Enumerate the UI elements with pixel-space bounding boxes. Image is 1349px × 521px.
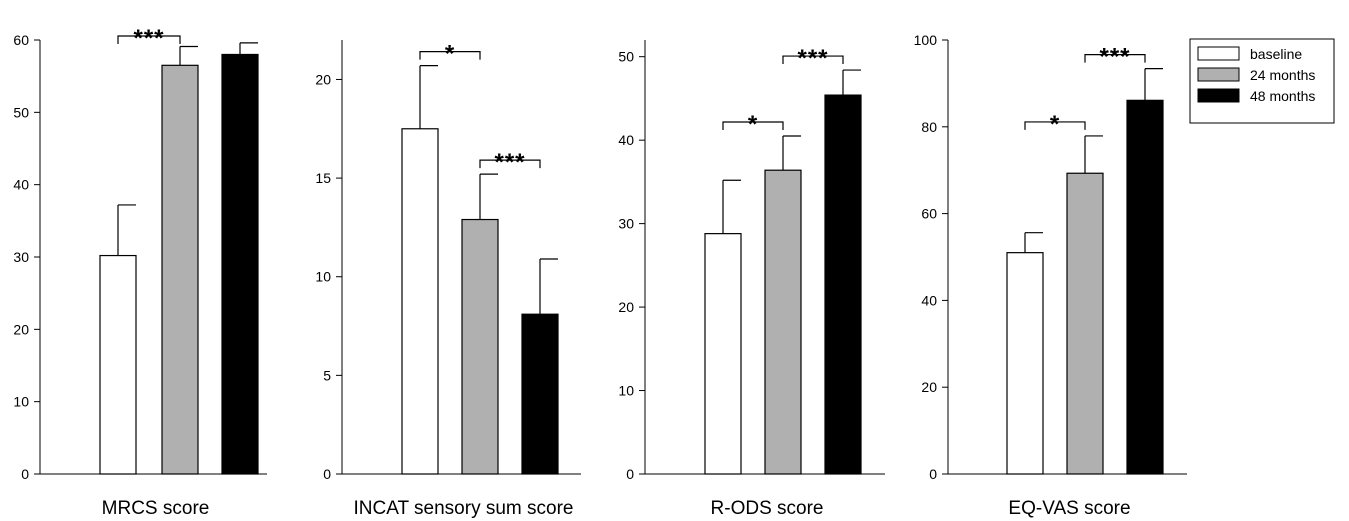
y-tick-label: 5: [323, 367, 331, 383]
bar-baseline: [704, 233, 742, 475]
legend-swatch: [1197, 88, 1240, 103]
significance-label: ***: [133, 25, 164, 52]
y-tick-label: 60: [13, 32, 29, 48]
y-tick-label: 20: [921, 379, 937, 395]
significance-bracket: [479, 159, 541, 169]
bar-baseline: [99, 254, 137, 475]
y-tick-label: 10: [618, 383, 634, 399]
y-tick-label: 10: [315, 269, 331, 285]
legend-swatch: [1197, 67, 1240, 82]
y-tick-label: 30: [618, 216, 634, 232]
significance-label: *: [748, 111, 758, 138]
bar-baseline: [1006, 252, 1044, 475]
legend: baseline 24 months 48 months: [1189, 38, 1335, 124]
y-tick-label: 0: [21, 466, 29, 482]
x-axis-label: EQ-VAS score: [1008, 498, 1130, 519]
bar-48-months: [221, 53, 259, 475]
legend-swatch: [1197, 46, 1240, 61]
y-tick-label: 20: [618, 299, 634, 315]
y-tick-label: 50: [13, 104, 29, 120]
bar-24-months: [764, 169, 802, 475]
y-tick-label: 80: [921, 119, 937, 135]
significance-label: ***: [1099, 44, 1130, 71]
bar-24-months: [1066, 172, 1104, 475]
y-tick-label: 40: [13, 177, 29, 193]
legend-label: baseline: [1250, 46, 1302, 62]
legend-label: 48 months: [1250, 88, 1315, 104]
significance-bracket: [1024, 121, 1086, 130]
bar-48-months: [521, 313, 559, 475]
y-tick-label: 15: [315, 170, 331, 186]
y-tick-label: 40: [921, 292, 937, 308]
significance-bracket: [117, 35, 181, 44]
significance-label: *: [1050, 111, 1060, 138]
significance-bracket: [1084, 54, 1146, 63]
bar-24-months: [461, 218, 499, 475]
y-tick-label: 0: [929, 466, 937, 482]
significance-label: ***: [494, 149, 525, 176]
y-tick-label: 20: [315, 71, 331, 87]
x-axis-label: R-ODS score: [711, 498, 824, 519]
significance-bracket: [782, 55, 844, 65]
y-tick-label: 10: [13, 394, 29, 410]
y-tick-label: 0: [323, 466, 331, 482]
x-axis-label: MRCS score: [102, 498, 210, 519]
significance-label: *: [445, 41, 455, 68]
y-tick-label: 50: [618, 49, 634, 65]
y-tick-label: 20: [13, 321, 29, 337]
significance-bracket: [419, 51, 481, 60]
y-tick-label: 60: [921, 206, 937, 222]
y-tick-label: 0: [626, 466, 634, 482]
bar-48-months: [1126, 99, 1164, 475]
chart-panel-1: 0 10 20 30 40 50 60 *** MRCS score: [13, 25, 267, 519]
significance-label: ***: [797, 45, 828, 72]
x-axis-label: INCAT sensory sum score: [354, 498, 574, 519]
y-tick-label: 100: [914, 32, 938, 48]
legend-label: 24 months: [1250, 67, 1315, 83]
significance-bracket: [722, 121, 784, 130]
bar-24-months: [161, 64, 199, 475]
y-tick-label: 30: [13, 249, 29, 265]
bar-48-months: [824, 94, 862, 475]
y-tick-label: 40: [618, 132, 634, 148]
bar-baseline: [401, 128, 439, 475]
